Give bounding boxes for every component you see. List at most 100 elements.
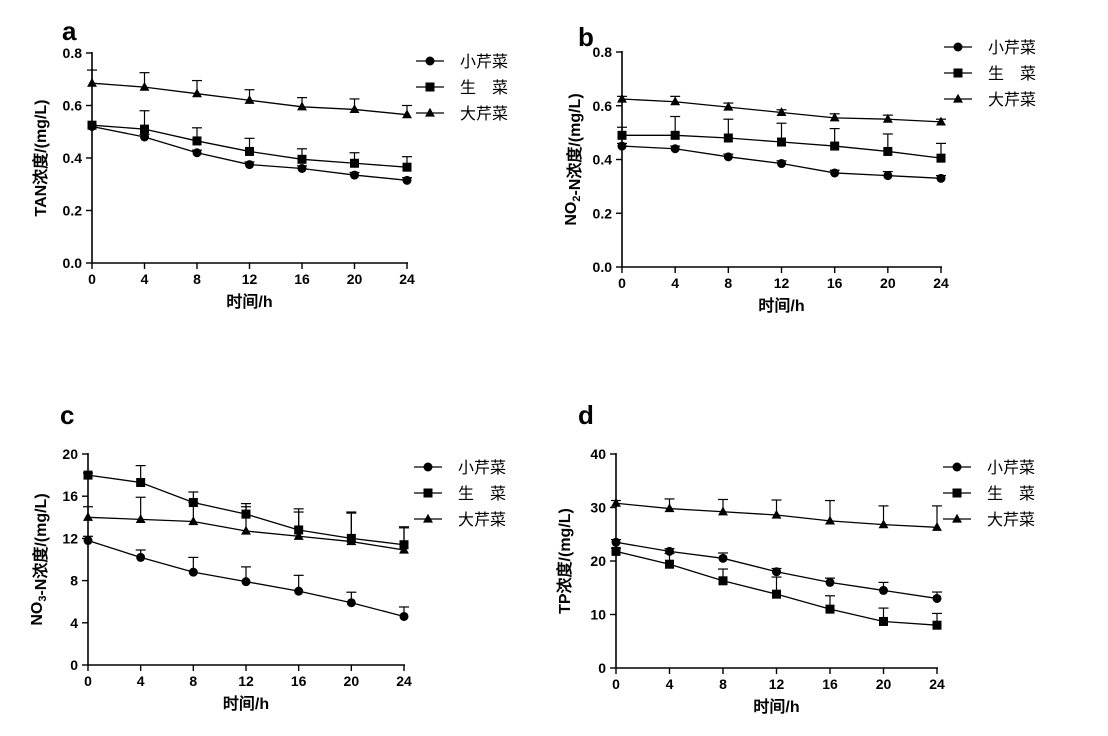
x-tick-label: 24	[396, 673, 412, 689]
data-point-square	[611, 546, 621, 556]
data-point-triangle	[825, 515, 835, 525]
x-tick-label: 16	[291, 673, 307, 689]
x-tick-label: 0	[88, 271, 96, 287]
data-point-triangle	[932, 521, 942, 531]
x-tick-label: 8	[189, 673, 197, 689]
data-point-square	[772, 589, 781, 599]
y-axis-label: TP浓度/(mg/L)	[555, 508, 574, 614]
data-point-square	[192, 136, 202, 146]
data-point-triangle	[878, 519, 889, 529]
y-tick-label: 30	[590, 500, 606, 516]
data-point-circle	[294, 586, 304, 596]
legend-entry: 大芹菜	[943, 511, 1035, 529]
x-tick-label: 8	[193, 271, 201, 287]
x-tick-label: 16	[822, 676, 838, 692]
x-axis-label: 时间/h	[226, 292, 272, 311]
data-point-triangle	[83, 511, 93, 521]
data-point-square	[83, 470, 93, 480]
data-point-circle	[350, 170, 359, 180]
data-point-circle	[402, 175, 412, 185]
legend-marker-triangle	[952, 513, 962, 523]
y-tick-label: 40	[590, 446, 606, 462]
data-point-circle	[723, 152, 733, 162]
legend-marker-circle	[425, 56, 435, 66]
series-2	[87, 110, 412, 172]
x-axis-label: 时间/h	[223, 694, 269, 713]
x-tick-label: 24	[399, 271, 415, 287]
data-point-square	[670, 130, 680, 140]
x-axis-label: 时间/h	[758, 296, 804, 315]
data-point-triangle	[346, 536, 357, 546]
legend-label: 大芹菜	[460, 105, 508, 123]
legend-entry: 生 菜	[943, 485, 1035, 503]
y-tick-label: 4	[70, 615, 78, 631]
data-point-square	[297, 154, 307, 164]
data-point-triangle	[139, 81, 150, 91]
panel-letter: c	[60, 400, 74, 430]
data-point-triangle	[771, 509, 782, 519]
data-point-circle	[830, 168, 840, 178]
legend-label: 生 菜	[987, 485, 1035, 503]
legend-entry: 大芹菜	[414, 511, 506, 529]
series-1	[617, 141, 946, 183]
data-point-square	[617, 130, 627, 140]
x-tick-label: 20	[880, 275, 896, 291]
data-point-circle	[346, 598, 356, 608]
data-point-triangle	[135, 514, 146, 524]
data-point-circle	[136, 552, 146, 562]
series-2	[611, 546, 942, 630]
data-point-triangle	[402, 109, 412, 119]
x-tick-label: 4	[671, 275, 679, 291]
data-point-triangle	[399, 544, 409, 554]
data-point-square	[879, 616, 888, 626]
data-point-square	[350, 158, 359, 168]
y-axis-label: NO2-N浓度/(mg/L)	[563, 93, 584, 225]
x-tick-label: 8	[719, 676, 727, 692]
data-point-circle	[192, 148, 202, 158]
data-point-square	[245, 146, 254, 156]
y-tick-label: 0.0	[593, 259, 613, 275]
x-tick-label: 24	[929, 676, 945, 692]
y-tick-label: 0.4	[593, 152, 613, 168]
y-tick-label: 0.8	[63, 45, 83, 61]
data-point-square	[402, 162, 412, 172]
data-point-square	[936, 153, 946, 163]
data-point-circle	[241, 577, 251, 587]
panel-b: b 0.0 0.2 0.4 0.6 0.8 0 4 8 12 16 20 24 时间/h NO2-N浓度/(…	[563, 22, 1036, 315]
legend-label: 生 菜	[460, 79, 508, 97]
data-point-circle	[718, 553, 728, 563]
legend-entry: 小芹菜	[414, 459, 506, 477]
y-tick-label: 20	[590, 553, 606, 569]
y-tick-label: 16	[62, 488, 78, 504]
y-tick-label: 12	[62, 530, 78, 546]
data-point-circle	[245, 160, 254, 170]
legend-entry: 小芹菜	[944, 39, 1036, 57]
legend-label: 大芹菜	[988, 91, 1036, 109]
data-point-square	[883, 146, 893, 156]
y-tick-label: 10	[590, 607, 606, 623]
y-tick-label: 20	[62, 446, 78, 462]
data-point-circle	[83, 536, 93, 546]
data-point-triangle	[670, 96, 681, 106]
data-point-circle	[936, 173, 946, 183]
x-tick-label: 16	[827, 275, 843, 291]
data-point-square	[825, 604, 835, 614]
y-tick-label: 0.2	[63, 203, 83, 219]
legend-entry: 生 菜	[944, 65, 1036, 83]
x-tick-label: 0	[618, 275, 626, 291]
y-tick-label: 0	[70, 657, 78, 673]
data-point-triangle	[664, 503, 675, 513]
legend-marker-square	[423, 488, 433, 498]
legend-label: 大芹菜	[987, 511, 1035, 529]
data-point-triangle	[936, 116, 946, 126]
panel-letter: d	[578, 400, 594, 430]
legend-marker-square	[953, 68, 963, 78]
x-tick-label: 4	[141, 271, 149, 287]
data-point-triangle	[617, 93, 627, 103]
data-point-circle	[617, 141, 627, 151]
legend-marker-triangle	[953, 93, 963, 103]
legend-entry: 大芹菜	[944, 91, 1036, 109]
legend-marker-square	[952, 488, 962, 498]
panel-a: a 0.0 0.2 0.4 0.6 0.8 0 4 8 12 16 20 24 时间/h TAN浓度/(mg…	[31, 16, 508, 311]
